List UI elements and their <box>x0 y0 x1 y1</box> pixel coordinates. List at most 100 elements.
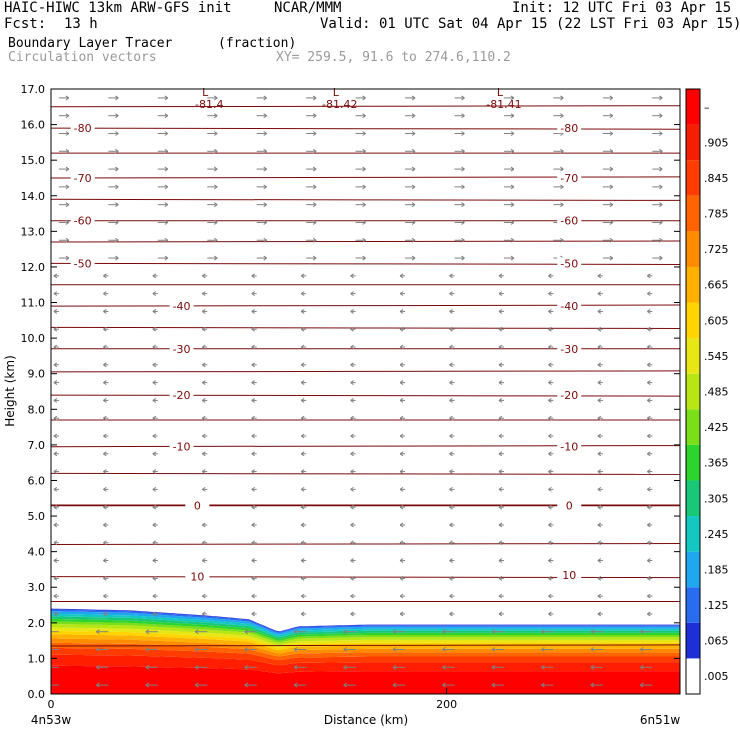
vector-arrowhead <box>560 113 564 119</box>
colorbar-swatch <box>686 124 700 161</box>
vector-arrowhead <box>640 647 644 652</box>
vector-arrowhead <box>251 558 255 563</box>
contour-label-bg <box>70 122 95 134</box>
vector-arrowhead <box>609 237 614 243</box>
vector-arrowhead <box>145 629 150 635</box>
vector-arrowhead <box>96 664 100 670</box>
y-tick-label: 14.0 <box>21 190 46 203</box>
vector-arrowhead <box>362 113 366 119</box>
contour-label: -50 <box>560 257 578 270</box>
vector-arrowhead <box>201 362 206 368</box>
vector-arrowhead <box>53 309 58 314</box>
vector-arrowhead <box>251 397 255 403</box>
vector-arrowhead <box>251 451 255 457</box>
vector-arrowhead <box>399 362 404 368</box>
vector-arrowhead <box>350 380 354 386</box>
y-tick-label: 7.0 <box>28 439 46 452</box>
vector-arrowhead <box>548 273 552 279</box>
vector-arrowhead <box>498 291 503 297</box>
vector-arrowhead <box>47 665 50 669</box>
vector-arrowhead <box>548 344 552 350</box>
vector-arrowhead <box>597 486 602 492</box>
vector-arrowhead <box>152 344 157 350</box>
vector-arrowhead <box>442 682 446 688</box>
vector-arrowhead <box>300 611 305 617</box>
vector-arrowhead <box>541 664 545 670</box>
vector-arrowhead <box>560 202 564 208</box>
colorbar-label: .005 <box>704 670 729 683</box>
vector-arrowhead <box>399 486 404 492</box>
vector-arrowhead <box>152 558 157 563</box>
colorbar-label: .425 <box>704 421 729 434</box>
vector-arrowhead <box>152 273 157 279</box>
vector-arrowhead <box>65 237 70 243</box>
vector-arrowhead <box>597 522 602 528</box>
vector-arrowhead <box>152 469 157 474</box>
vector-arrowhead <box>498 558 503 563</box>
vector-arrowhead <box>152 611 157 617</box>
y-tick-label: 6.0 <box>28 474 46 487</box>
vector-arrowhead <box>399 291 404 297</box>
vector-arrowhead <box>115 220 119 225</box>
colorbar-frame <box>685 88 701 695</box>
vector-arrowhead <box>244 682 248 688</box>
vector-arrowhead <box>411 184 416 190</box>
vector-arrowhead <box>659 184 663 190</box>
contour-label: -20 <box>173 389 191 402</box>
vector-arrowhead <box>597 380 602 386</box>
colorbar-swatch <box>686 409 700 445</box>
vector-arrowhead <box>541 647 545 652</box>
vector-arrowhead <box>312 166 317 172</box>
vector-arrowhead <box>461 148 465 154</box>
vector-arrowhead <box>647 291 651 297</box>
colorbar-label: .605 <box>704 314 729 327</box>
vector-arrowhead <box>152 362 157 368</box>
vector-arrowhead <box>201 309 206 314</box>
vector-arrowhead <box>343 664 347 670</box>
vector-arrowhead <box>597 397 602 403</box>
colorbar-swatch <box>686 622 700 659</box>
y-tick-label: 3.0 <box>28 581 46 594</box>
vector-arrowhead <box>194 664 199 670</box>
vector-arrowhead <box>560 184 564 190</box>
colorbar-swatch <box>686 480 700 517</box>
vector-arrowhead <box>53 486 58 492</box>
contour-label: -40 <box>560 300 578 313</box>
vector-arrowhead <box>164 148 169 154</box>
low-value: -81.4 <box>195 98 223 111</box>
vector-arrowhead <box>300 397 305 403</box>
vector-arrowhead <box>251 380 255 386</box>
vector-arrowhead <box>411 166 416 172</box>
vector-arrowhead <box>152 593 157 599</box>
isotherm-line <box>51 105 680 108</box>
x-left-endpoint: 4n53w <box>31 713 72 727</box>
plot-frame <box>50 88 681 695</box>
vector-arrowhead <box>659 220 663 225</box>
tracer-band <box>51 638 680 657</box>
isotherm-line <box>51 262 680 265</box>
low-marker: L <box>497 86 504 99</box>
isotherm-line <box>51 127 680 130</box>
vector-arrowhead <box>350 309 354 314</box>
vector-arrowhead <box>251 291 255 297</box>
vector-arrowhead <box>510 131 515 136</box>
vector-arrowhead <box>263 255 267 261</box>
y-tick-label: 1.0 <box>28 652 46 665</box>
tracer-band <box>51 618 680 641</box>
vector-arrowhead <box>449 397 453 403</box>
org-label: NCAR/MMM <box>274 0 342 16</box>
vector-arrowhead <box>597 575 602 581</box>
vector-arrowhead <box>103 362 107 368</box>
colorbar-swatch <box>686 160 700 196</box>
tracer-band <box>51 665 680 694</box>
vector-arrowhead <box>213 131 218 136</box>
vector-arrowhead <box>300 486 305 492</box>
vector-arrowhead <box>350 504 354 510</box>
vector-arrowhead <box>510 220 515 225</box>
vector-arrowhead <box>449 415 453 421</box>
vector-arrowhead <box>449 486 453 492</box>
x-right-endpoint: 6n51w <box>640 713 681 727</box>
y-tick-label: 9.0 <box>28 368 46 381</box>
vector-arrowhead <box>498 273 503 279</box>
